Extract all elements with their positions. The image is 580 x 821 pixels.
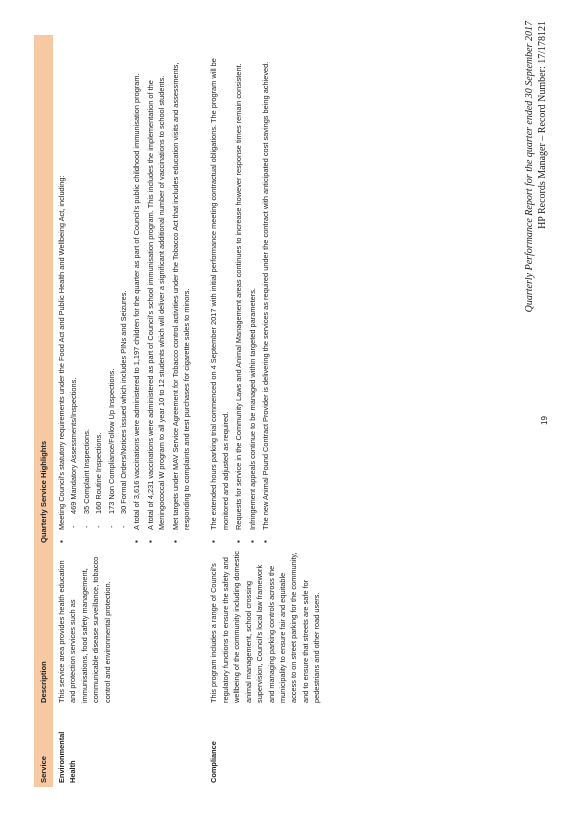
table-row-compliance: Compliance This program includes a range…	[200, 35, 328, 787]
highlight-text: Meeting Council's statutory requirements…	[57, 175, 66, 530]
highlight-item: Met targets under MAV Service Agreement …	[170, 39, 193, 543]
highlights-list: The extended hours parking trial commenc…	[208, 39, 271, 543]
service-name: Compliance	[209, 741, 219, 783]
header-highlights: Quarterly Service Highlights	[34, 35, 53, 547]
service-highlights: The extended hours parking trial commenc…	[200, 35, 328, 547]
sub-item: 160 Routine Inspections.	[93, 39, 104, 530]
highlight-item: A total of 4,231 vaccinations were admin…	[145, 39, 168, 543]
header-description: Description	[34, 547, 53, 707]
footer-report-title: Quarterly Performance Report for the qua…	[524, 21, 535, 313]
service-name: Environmental Health	[57, 731, 78, 783]
sub-list: 469 Mandatory Assessments/Inspections. 3…	[68, 39, 129, 530]
page-number: 19	[540, 416, 549, 425]
highlight-item: A total of 3,616 vaccinations were admin…	[131, 39, 142, 543]
highlight-item: Infringement appeals continue to be mana…	[247, 39, 258, 543]
service-description: This service area provides health educat…	[57, 556, 112, 703]
highlight-item: Requests for service in the Community La…	[233, 39, 244, 543]
service-highlights: Meeting Council's statutory requirements…	[53, 35, 200, 547]
sub-item: 173 Non Compliance/Follow Up Inspections…	[106, 39, 117, 530]
footer-record-number: HP Records Manager – Record Number: 17/1…	[537, 21, 548, 229]
sub-item: 35 Complaint Inspections.	[81, 39, 92, 530]
table-header-row: Service Description Quarterly Service Hi…	[34, 35, 53, 787]
highlight-item: The extended hours parking trial commenc…	[208, 39, 231, 543]
table-row-environmental-health: Environmental Health This service area p…	[53, 35, 200, 787]
highlight-item: The new Animal Pound Contract Provider i…	[260, 39, 271, 543]
highlight-item: Meeting Council's statutory requirements…	[56, 39, 129, 543]
service-description: This program includes a range of Council…	[209, 551, 322, 703]
sub-item: 469 Mandatory Assessments/Inspections.	[68, 39, 79, 530]
header-service: Service	[34, 707, 53, 787]
sub-item: 30 Formal Orders/Notices issued which in…	[118, 39, 129, 530]
highlights-list: Meeting Council's statutory requirements…	[56, 39, 192, 543]
service-highlights-table: Service Description Quarterly Service Hi…	[34, 35, 329, 787]
